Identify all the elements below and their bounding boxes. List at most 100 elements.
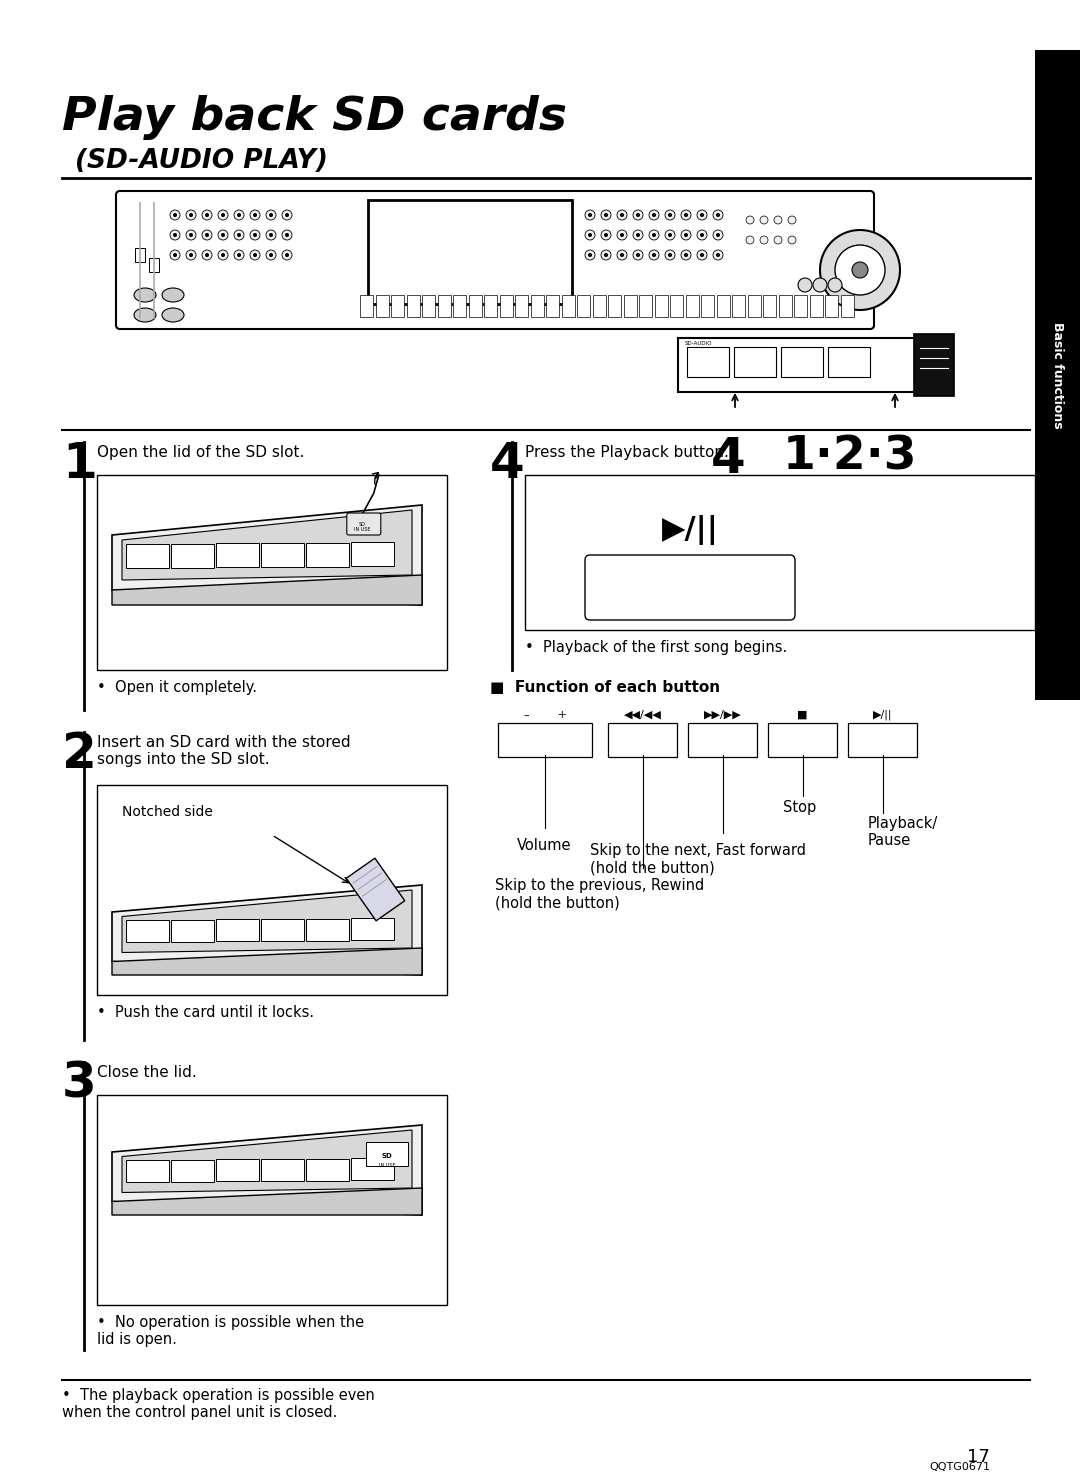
Circle shape bbox=[266, 230, 276, 239]
Text: 2: 2 bbox=[62, 730, 97, 778]
Text: Notched side: Notched side bbox=[122, 805, 213, 820]
Bar bbox=[639, 295, 652, 318]
FancyBboxPatch shape bbox=[914, 334, 954, 396]
Circle shape bbox=[186, 230, 195, 239]
Circle shape bbox=[713, 250, 723, 260]
Bar bbox=[525, 476, 1035, 631]
Circle shape bbox=[636, 233, 640, 236]
Bar bbox=[391, 295, 404, 318]
Circle shape bbox=[588, 253, 592, 257]
Circle shape bbox=[234, 210, 244, 220]
Bar bbox=[701, 295, 714, 318]
Circle shape bbox=[820, 230, 900, 310]
Bar bbox=[1035, 50, 1080, 700]
Bar bbox=[376, 295, 389, 318]
Circle shape bbox=[186, 250, 195, 260]
Text: •  The playback operation is possible even
when the control panel unit is closed: • The playback operation is possible eve… bbox=[62, 1388, 375, 1421]
Circle shape bbox=[205, 213, 210, 217]
Text: 4: 4 bbox=[711, 436, 745, 483]
Text: (SD-AUDIO PLAY): (SD-AUDIO PLAY) bbox=[75, 148, 328, 174]
Circle shape bbox=[652, 253, 656, 257]
Circle shape bbox=[221, 213, 225, 217]
Bar bbox=[577, 295, 590, 318]
Circle shape bbox=[585, 230, 595, 239]
Circle shape bbox=[202, 230, 212, 239]
Circle shape bbox=[282, 230, 292, 239]
Circle shape bbox=[588, 213, 592, 217]
Circle shape bbox=[813, 278, 827, 292]
FancyBboxPatch shape bbox=[306, 542, 349, 567]
Circle shape bbox=[617, 210, 627, 220]
Circle shape bbox=[669, 213, 672, 217]
Bar bbox=[840, 295, 853, 318]
Circle shape bbox=[269, 253, 273, 257]
Polygon shape bbox=[112, 505, 422, 606]
FancyBboxPatch shape bbox=[351, 1158, 394, 1180]
Text: Play back SD cards: Play back SD cards bbox=[62, 95, 567, 140]
Bar bbox=[546, 295, 559, 318]
FancyBboxPatch shape bbox=[848, 724, 917, 758]
Circle shape bbox=[620, 213, 624, 217]
FancyBboxPatch shape bbox=[734, 347, 777, 377]
Bar bbox=[654, 295, 667, 318]
Bar bbox=[97, 784, 447, 995]
Polygon shape bbox=[122, 510, 411, 580]
FancyBboxPatch shape bbox=[351, 542, 394, 566]
Circle shape bbox=[170, 230, 180, 239]
Circle shape bbox=[600, 230, 611, 239]
Bar bbox=[779, 295, 792, 318]
Circle shape bbox=[716, 233, 720, 236]
Circle shape bbox=[636, 213, 640, 217]
Text: Press the Playback button.: Press the Playback button. bbox=[525, 445, 729, 459]
Bar bbox=[762, 295, 777, 318]
Bar bbox=[135, 248, 145, 261]
Circle shape bbox=[788, 236, 796, 244]
Circle shape bbox=[633, 210, 643, 220]
Circle shape bbox=[746, 216, 754, 225]
Circle shape bbox=[649, 250, 659, 260]
Circle shape bbox=[828, 278, 842, 292]
Circle shape bbox=[633, 230, 643, 239]
Circle shape bbox=[205, 253, 210, 257]
FancyBboxPatch shape bbox=[687, 347, 729, 377]
Circle shape bbox=[681, 210, 691, 220]
Circle shape bbox=[234, 250, 244, 260]
Text: 17: 17 bbox=[967, 1447, 990, 1467]
Circle shape bbox=[585, 250, 595, 260]
Polygon shape bbox=[112, 1125, 422, 1216]
Text: SD: SD bbox=[381, 1154, 392, 1159]
Ellipse shape bbox=[134, 288, 156, 301]
Bar bbox=[562, 295, 575, 318]
Circle shape bbox=[665, 210, 675, 220]
Text: 1·2·3: 1·2·3 bbox=[783, 436, 917, 480]
FancyBboxPatch shape bbox=[366, 1142, 408, 1165]
Circle shape bbox=[700, 233, 704, 236]
Circle shape bbox=[649, 210, 659, 220]
Circle shape bbox=[700, 213, 704, 217]
Circle shape bbox=[713, 230, 723, 239]
Circle shape bbox=[684, 233, 688, 236]
Circle shape bbox=[173, 213, 177, 217]
Bar bbox=[794, 295, 807, 318]
FancyBboxPatch shape bbox=[306, 919, 349, 941]
Polygon shape bbox=[112, 575, 422, 606]
Circle shape bbox=[218, 210, 228, 220]
Bar bbox=[670, 295, 683, 318]
Bar bbox=[732, 295, 745, 318]
Circle shape bbox=[249, 250, 260, 260]
FancyBboxPatch shape bbox=[216, 1159, 259, 1182]
Circle shape bbox=[617, 230, 627, 239]
Circle shape bbox=[202, 250, 212, 260]
Bar bbox=[810, 295, 823, 318]
FancyBboxPatch shape bbox=[126, 920, 168, 942]
Circle shape bbox=[285, 253, 289, 257]
FancyBboxPatch shape bbox=[261, 1159, 303, 1180]
Circle shape bbox=[684, 253, 688, 257]
Bar bbox=[360, 295, 373, 318]
Circle shape bbox=[253, 253, 257, 257]
Circle shape bbox=[170, 250, 180, 260]
Circle shape bbox=[202, 210, 212, 220]
Text: ▶▶/▶▶: ▶▶/▶▶ bbox=[704, 710, 741, 719]
Text: ■  Function of each button: ■ Function of each button bbox=[490, 679, 720, 696]
Text: Skip to the next, Fast forward
(hold the button): Skip to the next, Fast forward (hold the… bbox=[590, 843, 806, 876]
